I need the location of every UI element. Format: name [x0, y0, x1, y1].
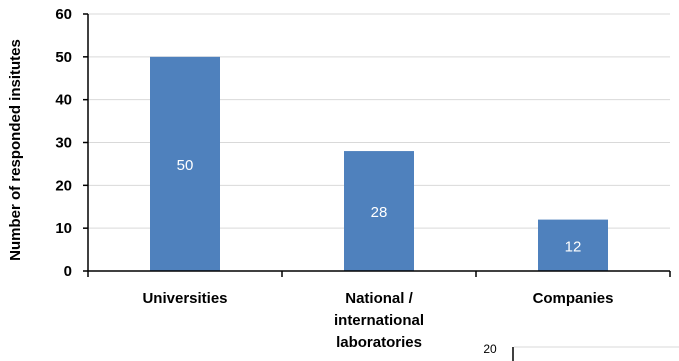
x-category-label-line: laboratories — [336, 334, 422, 351]
y-axis-title: Number of responded insitutes — [7, 39, 24, 261]
y-tick-label: 20 — [55, 177, 72, 194]
x-category-label-line: National / — [345, 290, 413, 307]
y-tick-label: 0 — [64, 263, 72, 280]
axes — [83, 13, 671, 277]
data-label: 12 — [565, 238, 582, 255]
bars — [150, 56, 608, 272]
y-tick-labels: 0 10 20 30 40 50 60 — [55, 6, 72, 280]
adjacent-chart-tick-label: 20 — [483, 342, 497, 356]
adjacent-chart-fragment: 20 — [483, 342, 679, 361]
x-category-labels: Universities National / international labor… — [142, 290, 613, 351]
bar — [538, 219, 608, 271]
y-tick-label: 10 — [55, 220, 72, 237]
data-label: 50 — [177, 157, 194, 174]
x-category-label: Companies — [533, 290, 614, 307]
bar — [150, 56, 220, 272]
data-label: 28 — [371, 204, 388, 221]
y-tick-label: 40 — [55, 92, 72, 109]
x-category-label-line: Universities — [142, 290, 227, 307]
x-category-label-line: international — [334, 312, 424, 329]
y-tick-label: 30 — [55, 135, 72, 152]
y-tick-label: 50 — [55, 49, 72, 66]
data-labels: 50 28 12 — [177, 157, 582, 255]
x-category-label-line: Companies — [533, 290, 614, 307]
y-tick-label: 60 — [55, 6, 72, 23]
x-category-label: National / international laboratories — [334, 290, 424, 351]
bar — [344, 151, 414, 271]
x-category-label: Universities — [142, 290, 227, 307]
